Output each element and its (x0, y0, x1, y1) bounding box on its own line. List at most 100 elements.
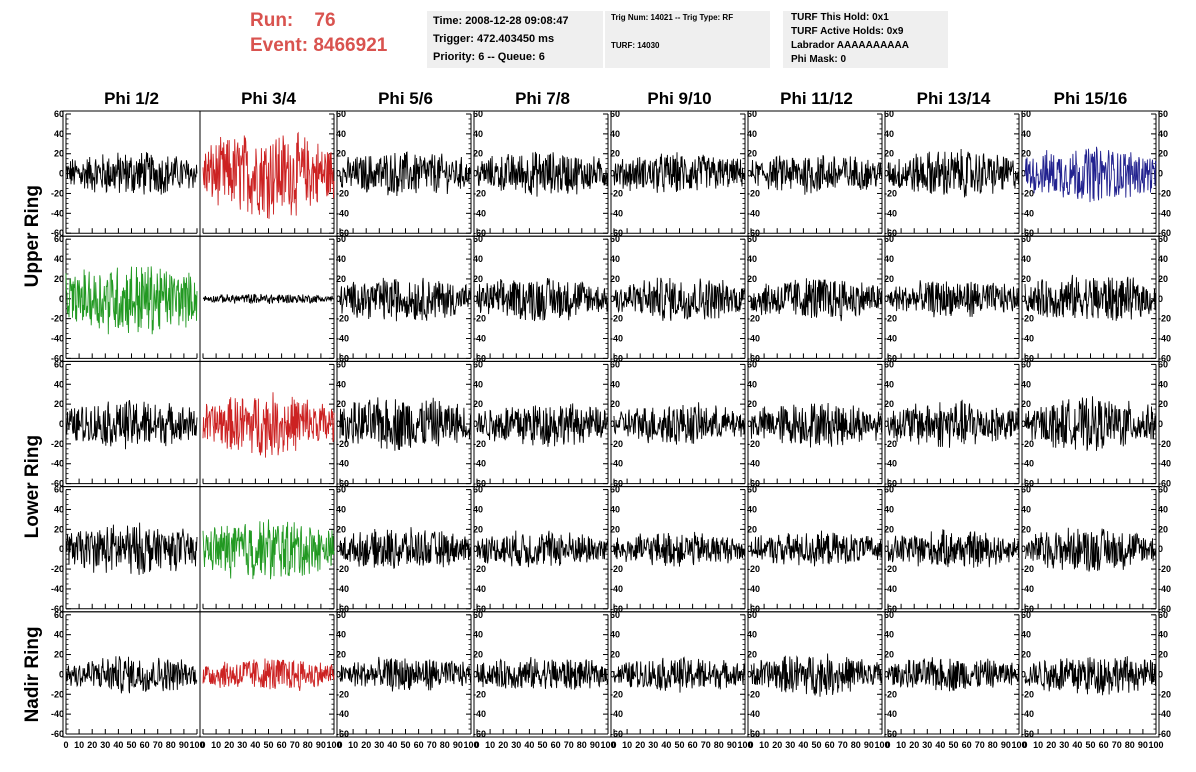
y-tick-label: 60 (610, 610, 620, 620)
y-tick-label: -60 (51, 479, 64, 489)
y-tick-label: 20 (1158, 524, 1168, 534)
y-tick-label: 0 (747, 419, 752, 429)
waveform-trace (202, 392, 335, 458)
y-tick-label: 40 (473, 504, 483, 514)
row-title: Upper Ring (22, 185, 43, 287)
y-tick-label: 0 (1021, 669, 1026, 679)
y-tick-label: 40 (54, 504, 64, 514)
x-tick-label: 90 (316, 740, 326, 750)
waveform-trace (613, 277, 746, 321)
y-tick-label: 20 (610, 274, 620, 284)
y-tick-label: -40 (884, 334, 897, 344)
x-tick-label: 10 (348, 740, 358, 750)
waveform-trace (476, 530, 609, 568)
y-tick-label: -20 (747, 689, 760, 699)
y-tick-label: 20 (1158, 399, 1168, 409)
y-tick-label: 60 (1021, 359, 1031, 369)
column-title: Phi 13/14 (917, 89, 991, 108)
y-tick-label: 20 (473, 399, 483, 409)
x-tick-label: 80 (1125, 740, 1135, 750)
column-title: Phi 9/10 (647, 89, 711, 108)
waveform-trace (613, 531, 746, 567)
run-label: Run: (250, 10, 294, 31)
x-tick-label: 80 (988, 740, 998, 750)
y-tick-label: -20 (884, 689, 897, 699)
y-tick-label: 60 (884, 610, 894, 620)
y-tick-label: -40 (747, 584, 760, 594)
y-tick-label: 60 (473, 109, 483, 119)
y-tick-label: -20 (884, 439, 897, 449)
y-tick-label: 0 (610, 294, 615, 304)
x-tick-label: 100 (189, 740, 204, 750)
y-tick-label: 20 (336, 399, 346, 409)
y-tick-label: 0 (610, 669, 615, 679)
waveform-trace (1024, 527, 1157, 572)
y-tick-label: 20 (473, 149, 483, 159)
y-tick-label: 40 (747, 129, 757, 139)
y-tick-label: -40 (1158, 334, 1171, 344)
x-tick-label: 20 (635, 740, 645, 750)
y-tick-label: -40 (473, 334, 486, 344)
y-tick-label: -40 (1021, 208, 1034, 218)
x-tick-label: 40 (1072, 740, 1082, 750)
y-tick-label: 60 (747, 610, 757, 620)
x-tick-label: 20 (1046, 740, 1056, 750)
y-tick-label: -20 (1021, 439, 1034, 449)
y-tick-label: -40 (336, 208, 349, 218)
trigger-info-panel: Trig Num: 14021 -- Trig Type: RF TURF: 1… (605, 11, 770, 68)
y-tick-label: -40 (336, 334, 349, 344)
x-tick-label: 70 (564, 740, 574, 750)
y-tick-label: 20 (1021, 274, 1031, 284)
y-tick-label: 60 (1158, 359, 1168, 369)
y-tick-label: -40 (1158, 459, 1171, 469)
y-tick-label: -60 (51, 604, 64, 614)
column-title: Phi 3/4 (241, 89, 296, 108)
y-tick-label: 40 (610, 254, 620, 264)
y-tick-label: 0 (747, 294, 752, 304)
labrador-text: Labrador AAAAAAAAAA (791, 40, 909, 51)
waveform-trace (65, 266, 198, 335)
waveform-trace (476, 403, 609, 447)
x-tick-label: 0 (63, 740, 68, 750)
x-tick-label: 50 (126, 740, 136, 750)
y-tick-label: -40 (610, 709, 623, 719)
y-tick-label: 60 (747, 109, 757, 119)
x-tick-label: 60 (688, 740, 698, 750)
x-tick-label: 0 (885, 740, 890, 750)
y-tick-label: 60 (1158, 485, 1168, 495)
column-title: Phi 7/8 (515, 89, 570, 108)
y-tick-label: -40 (336, 584, 349, 594)
x-tick-label: 10 (1033, 740, 1043, 750)
x-tick-label: 30 (100, 740, 110, 750)
waveform-trace (887, 280, 1020, 318)
y-tick-label: 60 (336, 610, 346, 620)
y-tick-label: -40 (51, 334, 64, 344)
y-tick-label: 20 (473, 524, 483, 534)
y-tick-label: 60 (884, 109, 894, 119)
y-tick-label: 0 (747, 169, 752, 179)
y-tick-label: 20 (336, 650, 346, 660)
column-title: Phi 15/16 (1054, 89, 1128, 108)
y-tick-label: 0 (59, 169, 64, 179)
y-tick-label: 40 (336, 504, 346, 514)
column-title: Phi 1/2 (104, 89, 159, 108)
x-tick-label: 70 (975, 740, 985, 750)
y-tick-label: -60 (51, 228, 64, 238)
x-tick-label: 0 (1022, 740, 1027, 750)
y-tick-label: -20 (610, 314, 623, 324)
y-tick-label: 20 (610, 399, 620, 409)
x-tick-label: 50 (948, 740, 958, 750)
y-tick-label: 40 (1021, 254, 1031, 264)
y-tick-label: -20 (1158, 188, 1171, 198)
x-tick-label: 100 (1148, 740, 1163, 750)
y-tick-label: 0 (610, 169, 615, 179)
y-tick-label: 40 (884, 129, 894, 139)
y-tick-label: 40 (1021, 129, 1031, 139)
y-tick-label: 40 (610, 379, 620, 389)
x-tick-label: 20 (498, 740, 508, 750)
waveform-trace (613, 402, 746, 445)
event-line: Event: 8466921 (250, 33, 415, 58)
x-tick-label: 80 (714, 740, 724, 750)
y-tick-label: 20 (1158, 650, 1168, 660)
waveform-trace (750, 653, 883, 697)
